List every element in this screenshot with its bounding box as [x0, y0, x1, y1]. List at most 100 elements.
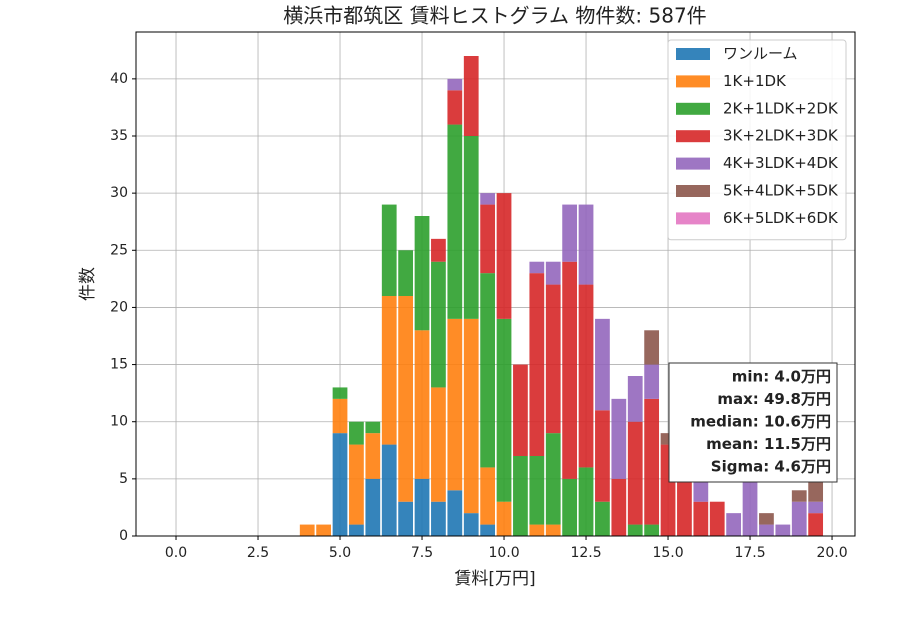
bar [365, 421, 381, 434]
bar [808, 501, 824, 514]
bar [693, 478, 709, 502]
bar [759, 513, 774, 525]
bar [529, 273, 545, 456]
bar [349, 421, 364, 445]
bar [529, 261, 545, 274]
bar [595, 501, 610, 536]
stats-line: mean: 11.5万円 [706, 435, 831, 453]
bar [644, 330, 660, 365]
bar [545, 261, 561, 285]
x-tick-label: 5.0 [329, 545, 351, 561]
bar [545, 524, 561, 536]
bar [398, 250, 414, 296]
bar [381, 204, 397, 296]
legend-label: 6K+5LDK+6DK [723, 209, 839, 227]
bar [578, 467, 594, 536]
bar [726, 513, 742, 536]
bar [545, 284, 561, 434]
bar [578, 204, 594, 285]
x-tick-label: 12.5 [570, 545, 601, 561]
bar [562, 261, 578, 479]
legend-box [667, 39, 847, 241]
bar [578, 284, 594, 468]
y-tick-label: 20 [110, 299, 128, 315]
bar [611, 398, 627, 479]
stats-box [668, 362, 838, 483]
bar [349, 524, 364, 536]
bar [808, 478, 824, 502]
bar [480, 273, 496, 468]
bar [398, 296, 414, 502]
bar [463, 56, 479, 136]
stats-line: median: 10.6万円 [690, 413, 831, 431]
y-tick-label: 10 [110, 414, 128, 430]
legend-label: 1K+1DK [723, 72, 787, 90]
bar [513, 456, 528, 536]
y-tick-label: 40 [110, 71, 128, 87]
x-tick-label: 15.0 [652, 545, 683, 561]
bar [480, 524, 496, 536]
bar [332, 433, 348, 536]
bar [414, 478, 430, 536]
bar [808, 513, 824, 536]
legend-swatch [676, 157, 710, 170]
y-tick-label: 35 [110, 128, 128, 144]
bar [742, 478, 758, 536]
bar [447, 490, 463, 536]
bar [447, 78, 463, 91]
y-tick-label: 15 [110, 357, 128, 373]
bar [545, 433, 561, 525]
legend-label: 4K+3LDK+4DK [723, 154, 839, 172]
bar [365, 433, 381, 479]
bar [595, 318, 610, 411]
bar [791, 490, 807, 502]
bar [431, 238, 446, 262]
bar [299, 524, 315, 536]
bar [349, 444, 364, 525]
bar [463, 513, 479, 536]
bar [332, 398, 348, 434]
bar [611, 478, 627, 536]
stats-line: Sigma: 4.6万円 [711, 458, 831, 476]
bar [414, 216, 430, 331]
bar [595, 410, 610, 502]
bar [398, 501, 414, 536]
bar [480, 467, 496, 525]
legend-swatch [676, 48, 710, 60]
bar [447, 124, 463, 319]
bar [381, 296, 397, 445]
x-tick-label: 17.5 [734, 545, 765, 561]
bar [365, 478, 381, 536]
x-tick-label: 0.0 [165, 545, 187, 561]
legend-label: ワンルーム [723, 45, 798, 63]
bar [529, 456, 545, 525]
bar [431, 261, 446, 388]
bar [463, 318, 479, 514]
bar [775, 524, 791, 536]
stats-line: max: 49.8万円 [717, 390, 831, 408]
bar [447, 90, 463, 125]
bar [644, 364, 660, 399]
y-tick-label: 25 [110, 242, 128, 258]
bar [480, 204, 496, 274]
bar [414, 330, 430, 479]
bar [513, 364, 528, 456]
bar [660, 433, 676, 445]
x-axis-label: 賃料[万円] [454, 569, 535, 589]
bar [496, 501, 512, 536]
legend-label: 5K+4LDK+5DK [723, 182, 839, 200]
bar [431, 501, 446, 536]
bar [480, 193, 496, 205]
bar [677, 467, 692, 536]
legend-swatch [676, 102, 710, 115]
legend-swatch [676, 75, 710, 88]
bar [627, 421, 643, 525]
y-axis-label: 件数 [78, 267, 98, 301]
y-tick-label: 5 [119, 471, 128, 487]
bar [529, 524, 545, 536]
bar [381, 444, 397, 536]
bar [709, 501, 725, 536]
plot-frame [135, 31, 856, 537]
x-tick-label: 10.0 [488, 545, 519, 561]
